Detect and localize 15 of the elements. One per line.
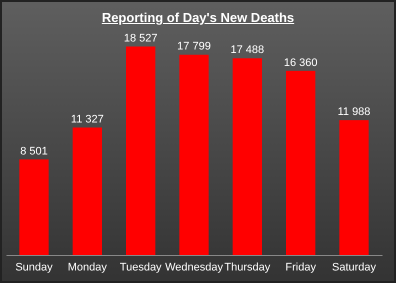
x-tick-label: Wednesday <box>165 262 224 274</box>
x-tick-label: Tuesday <box>120 262 162 274</box>
data-label: 17 488 <box>230 44 264 56</box>
data-label: 16 360 <box>284 56 318 69</box>
x-tick-label: Sunday <box>15 262 54 274</box>
x-tick-label: Saturday <box>332 262 377 274</box>
data-label: 8 501 <box>20 145 48 158</box>
data-label: 11 327 <box>70 114 104 126</box>
chart-title: Reporting of Day's New Deaths <box>100 9 296 27</box>
data-label: 11 988 <box>338 106 370 118</box>
data-label: 17 799 <box>177 40 211 53</box>
x-tick-label: Friday <box>285 262 316 274</box>
x-tick-label: Monday <box>68 262 108 274</box>
data-label: 18 527 <box>124 32 158 45</box>
x-tick-label: Thursday <box>224 262 271 274</box>
